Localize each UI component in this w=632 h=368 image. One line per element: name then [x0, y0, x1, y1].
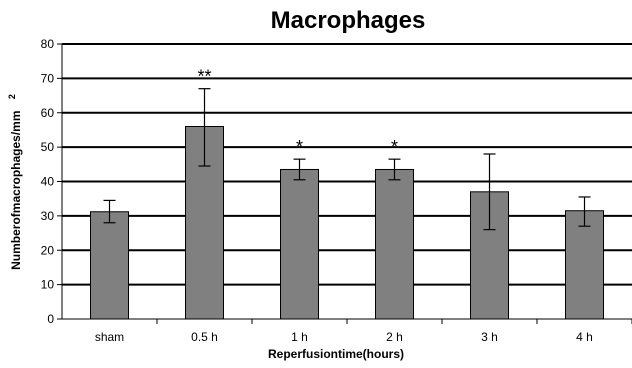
bar — [375, 168, 414, 320]
significance-marker: * — [391, 137, 398, 157]
y-tick-labels: 0 10 20 30 40 50 60 70 80 — [41, 37, 55, 326]
x-tick-label: 2 h — [386, 330, 403, 344]
x-tick-label: 0.5 h — [191, 330, 218, 344]
bar — [565, 210, 604, 320]
x-tick-label: sham — [95, 330, 124, 344]
significance-marker: ** — [197, 67, 211, 87]
significance-marker: * — [296, 137, 303, 157]
y-tick-label: 70 — [41, 71, 55, 85]
y-axis-label-group: Numberofmacrophages/mm 2 — [7, 94, 23, 270]
y-axis-label: Numberofmacrophages/mm 2 — [7, 94, 23, 270]
y-tick-label: 0 — [47, 312, 54, 326]
chart-title: Macrophages — [271, 7, 426, 34]
x-tick-label: 4 h — [576, 330, 593, 344]
bar — [280, 168, 319, 320]
y-tick-label: 50 — [41, 140, 55, 154]
y-tick-label: 30 — [41, 209, 55, 223]
y-tick-label: 60 — [41, 106, 55, 120]
x-tick-label: 1 h — [291, 330, 308, 344]
x-tick-label: 3 h — [481, 330, 498, 344]
bar — [90, 211, 129, 320]
y-axis-label-superscript: 2 — [7, 94, 17, 99]
x-axis-label: Reperfusiontime(hours) — [268, 347, 404, 361]
grid-lines — [62, 43, 632, 286]
y-tick-label: 10 — [41, 278, 55, 292]
significance-markers: *** * — [197, 67, 398, 157]
y-axis-label-text: Numberofmacrophages/mm — [9, 110, 23, 269]
error-bars — [103, 88, 591, 231]
x-tick-labels: sham 0.5 h 1 h 2 h 3 h 4 h — [95, 330, 593, 344]
y-tick-label: 40 — [41, 175, 55, 189]
axes — [57, 43, 632, 324]
y-tick-label: 80 — [41, 37, 55, 51]
bars — [90, 126, 604, 320]
y-tick-label: 20 — [41, 243, 55, 257]
